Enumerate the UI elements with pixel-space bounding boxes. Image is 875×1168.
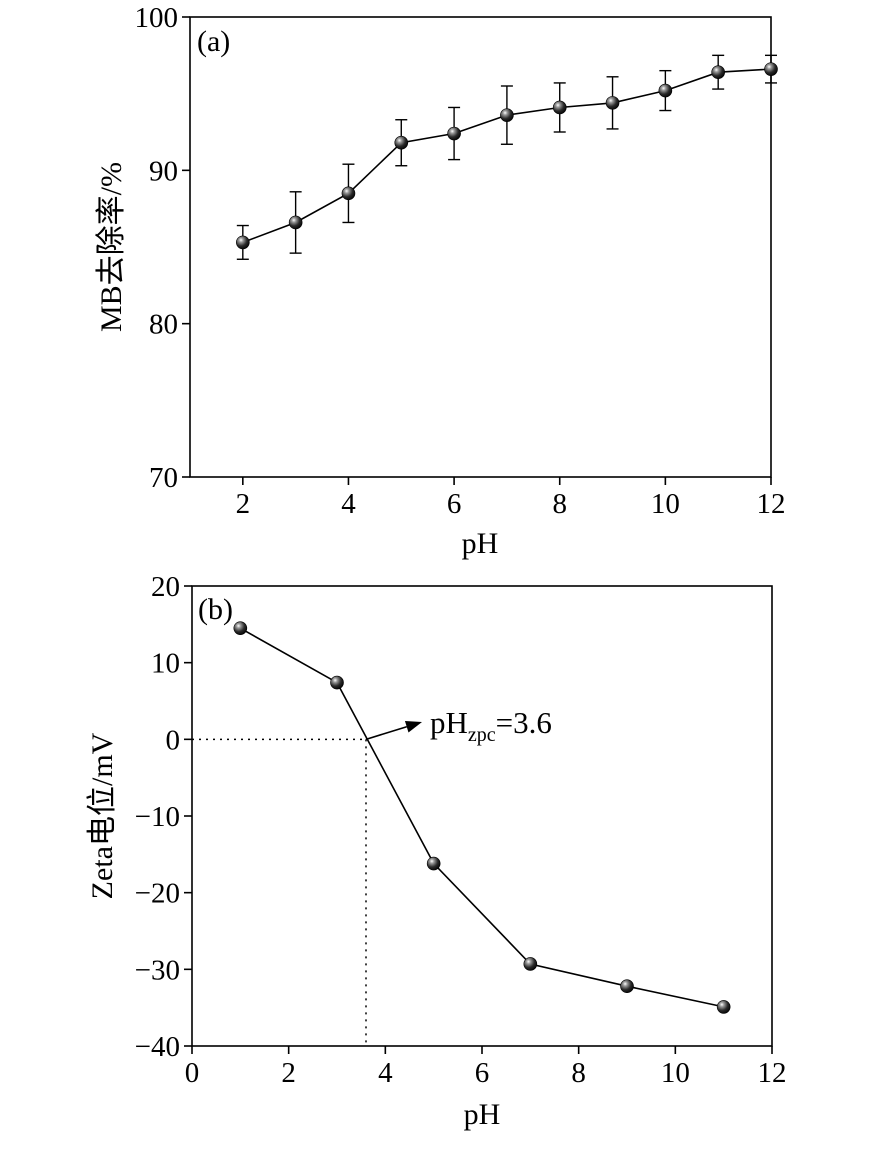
tick-group: 2 4 6 8 10 12 70 80 90 100 [135, 2, 786, 520]
annotation-text: pHzpc=3.6 [430, 705, 552, 746]
y-tick-label: 80 [149, 309, 178, 341]
y-tick-label: 0 [166, 724, 181, 756]
x-axis-label: pH [462, 527, 499, 560]
data-point [233, 621, 248, 635]
reference-lines [192, 738, 367, 1046]
y-axis-label: MB去除率/% [95, 162, 128, 332]
annotation-rest: =3.6 [496, 705, 552, 740]
y-tick-label: 70 [149, 462, 178, 494]
data-point [426, 856, 441, 871]
x-tick-label: 2 [281, 1057, 296, 1089]
y-tick-label: −30 [135, 954, 180, 986]
x-tick-label: 4 [378, 1057, 393, 1089]
annotation-arrowhead [404, 720, 422, 733]
data-point [764, 62, 778, 76]
x-tick-label: 0 [185, 1057, 200, 1089]
data-point [341, 186, 356, 201]
x-tick-label: 2 [236, 488, 251, 520]
x-tick-label: 6 [475, 1057, 490, 1089]
x-tick-label: 10 [651, 488, 680, 520]
plot-frame [191, 585, 773, 1047]
x-tick-label: 10 [661, 1057, 690, 1089]
data-point [394, 135, 409, 150]
x-tick-label: 6 [447, 488, 462, 520]
data-point [620, 979, 634, 994]
panel-label: (b) [198, 593, 233, 626]
y-tick-label: −10 [135, 801, 180, 833]
data-point [605, 96, 620, 110]
y-tick-label: −20 [135, 878, 180, 910]
panel-label: (a) [197, 25, 230, 58]
y-tick-label: −40 [135, 1031, 180, 1063]
y-tick-label: 100 [135, 2, 179, 34]
data-point [330, 675, 344, 690]
plot-frame [189, 16, 772, 478]
data-point [447, 126, 461, 141]
y-axis-label: Zeta电位/mV [86, 732, 119, 899]
x-tick-label: 8 [571, 1057, 586, 1089]
x-axis-label: pH [464, 1098, 501, 1131]
chart-removal-rate: 2 4 6 8 10 12 70 80 90 100 (a) pH MB去除率/% [95, 2, 786, 560]
data-point [552, 100, 567, 115]
series-line [239, 627, 724, 1008]
x-tick-label: 8 [552, 488, 567, 520]
annotation-subscript: zpc [468, 724, 496, 746]
y-tick-label: 10 [151, 648, 180, 680]
annotation-arrow [365, 725, 407, 741]
series-group [236, 54, 778, 260]
data-point [288, 215, 303, 230]
x-tick-label: 12 [757, 488, 786, 520]
data-point [716, 1000, 731, 1014]
y-tick-label: 20 [151, 571, 180, 603]
data-point [236, 235, 250, 250]
annotation: pHzpc=3.6 [365, 705, 552, 746]
series-group [233, 621, 731, 1014]
data-point [523, 957, 538, 971]
y-tick-label: 90 [149, 155, 178, 187]
data-point [658, 83, 673, 98]
x-tick-label: 4 [341, 488, 356, 520]
annotation-base: pH [430, 705, 468, 740]
data-point [500, 108, 514, 122]
tick-group: 0 2 4 6 8 10 12 −40 −30 −20 −10 0 10 20 [135, 571, 787, 1089]
data-point [711, 65, 725, 79]
x-tick-label: 12 [758, 1057, 787, 1089]
